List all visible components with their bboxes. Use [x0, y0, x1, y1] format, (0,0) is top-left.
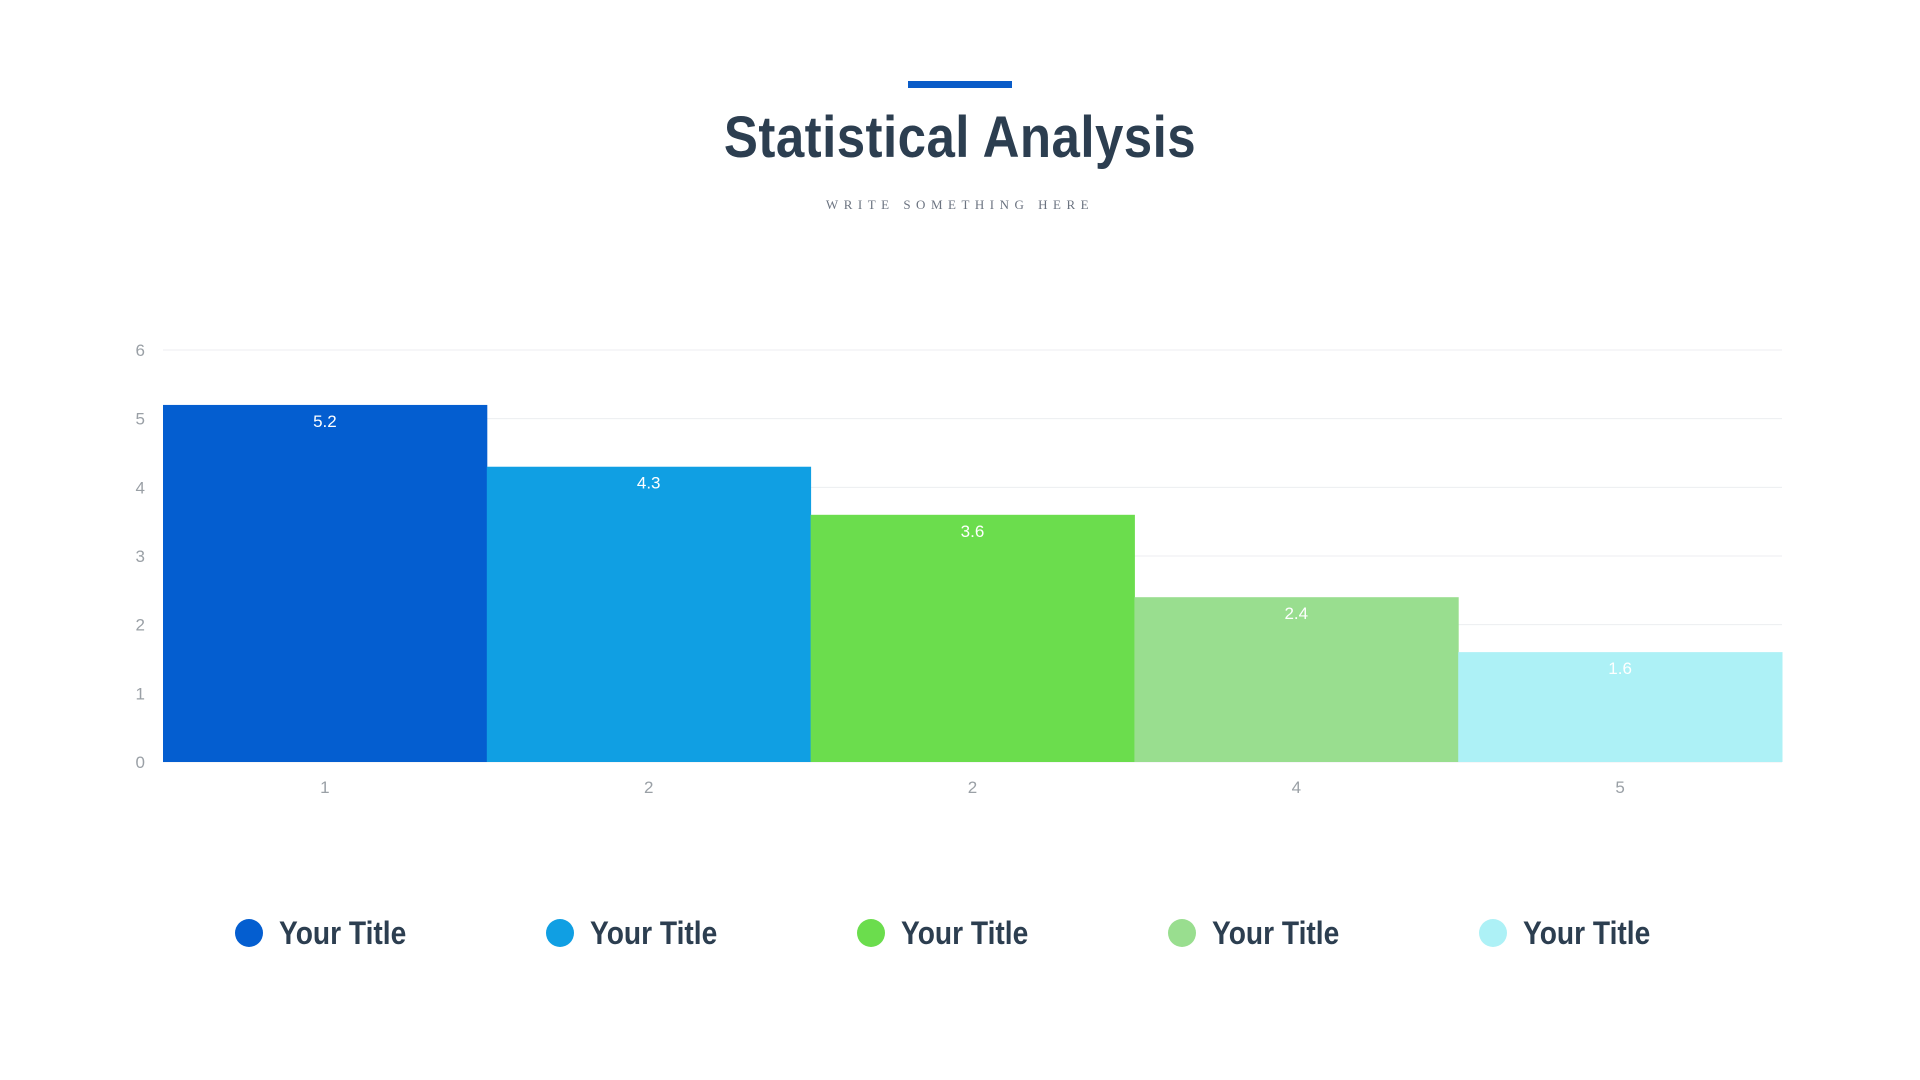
x-tick-label: 4 [1292, 778, 1301, 797]
bar-value-label: 1.6 [1608, 659, 1632, 678]
legend-label: Your Title [1523, 914, 1651, 951]
legend-item: Your Title [1168, 908, 1357, 958]
legend-item: Your Title [235, 908, 424, 958]
slide-title: Statistical Analysis [723, 105, 1197, 170]
legend-label: Your Title [590, 914, 718, 951]
chart-bars [163, 404, 1783, 762]
legend-label: Your Title [1212, 914, 1340, 951]
y-tick-label: 2 [136, 616, 145, 635]
y-tick-label: 3 [136, 547, 145, 566]
bar-4 [1134, 597, 1459, 762]
x-tick-label: 2 [968, 778, 977, 797]
legend-item: Your Title [1479, 908, 1668, 958]
chart-legend: Your Title Your Title Your Title Your Title… [0, 908, 1920, 958]
legend-label: Your Title [279, 914, 407, 951]
y-tick-label: 1 [136, 684, 145, 703]
legend-dot-icon [235, 919, 263, 947]
bar-1 [163, 404, 488, 762]
x-tick-label: 5 [1615, 778, 1624, 797]
slide-subtitle: WRITE SOMETHING HERE [825, 197, 1095, 212]
bar-value-label: 2.4 [1284, 604, 1308, 623]
title-accent-bar [908, 81, 1012, 88]
legend-item: Your Title [857, 908, 1046, 958]
bar-value-label: 4.3 [637, 474, 661, 493]
x-tick-label: 2 [644, 778, 653, 797]
legend-dot-icon [857, 919, 885, 947]
legend-label: Your Title [901, 914, 1029, 951]
chart-labels: 0 1 2 3 4 5 6 5.2 1 4.3 2 3.6 2 2.4 4 1.6 5 [136, 341, 1632, 797]
y-tick-label: 5 [136, 410, 145, 429]
bar-value-label: 3.6 [961, 522, 985, 541]
bar-5 [1458, 652, 1783, 762]
y-tick-label: 4 [136, 478, 145, 497]
legend-dot-icon [546, 919, 574, 947]
y-tick-label: 6 [136, 341, 145, 360]
y-tick-label: 0 [136, 753, 145, 772]
legend-item: Your Title [546, 908, 735, 958]
bar-3 [810, 514, 1135, 762]
bar-value-label: 5.2 [313, 412, 337, 431]
legend-dot-icon [1168, 919, 1196, 947]
bar-2 [486, 466, 812, 762]
x-tick-label: 1 [320, 778, 329, 797]
legend-dot-icon [1479, 919, 1507, 947]
